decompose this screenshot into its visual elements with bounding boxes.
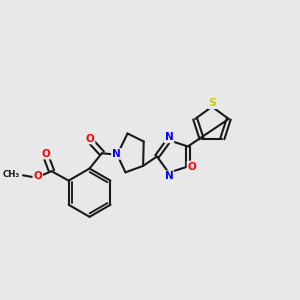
Text: O: O bbox=[86, 134, 94, 143]
Text: O: O bbox=[42, 148, 51, 158]
Text: S: S bbox=[208, 98, 217, 108]
Text: O: O bbox=[33, 171, 42, 181]
Text: O: O bbox=[188, 161, 196, 172]
Text: CH₃: CH₃ bbox=[2, 170, 20, 179]
Text: N: N bbox=[165, 132, 173, 142]
Text: N: N bbox=[165, 171, 173, 181]
Text: N: N bbox=[112, 149, 121, 159]
